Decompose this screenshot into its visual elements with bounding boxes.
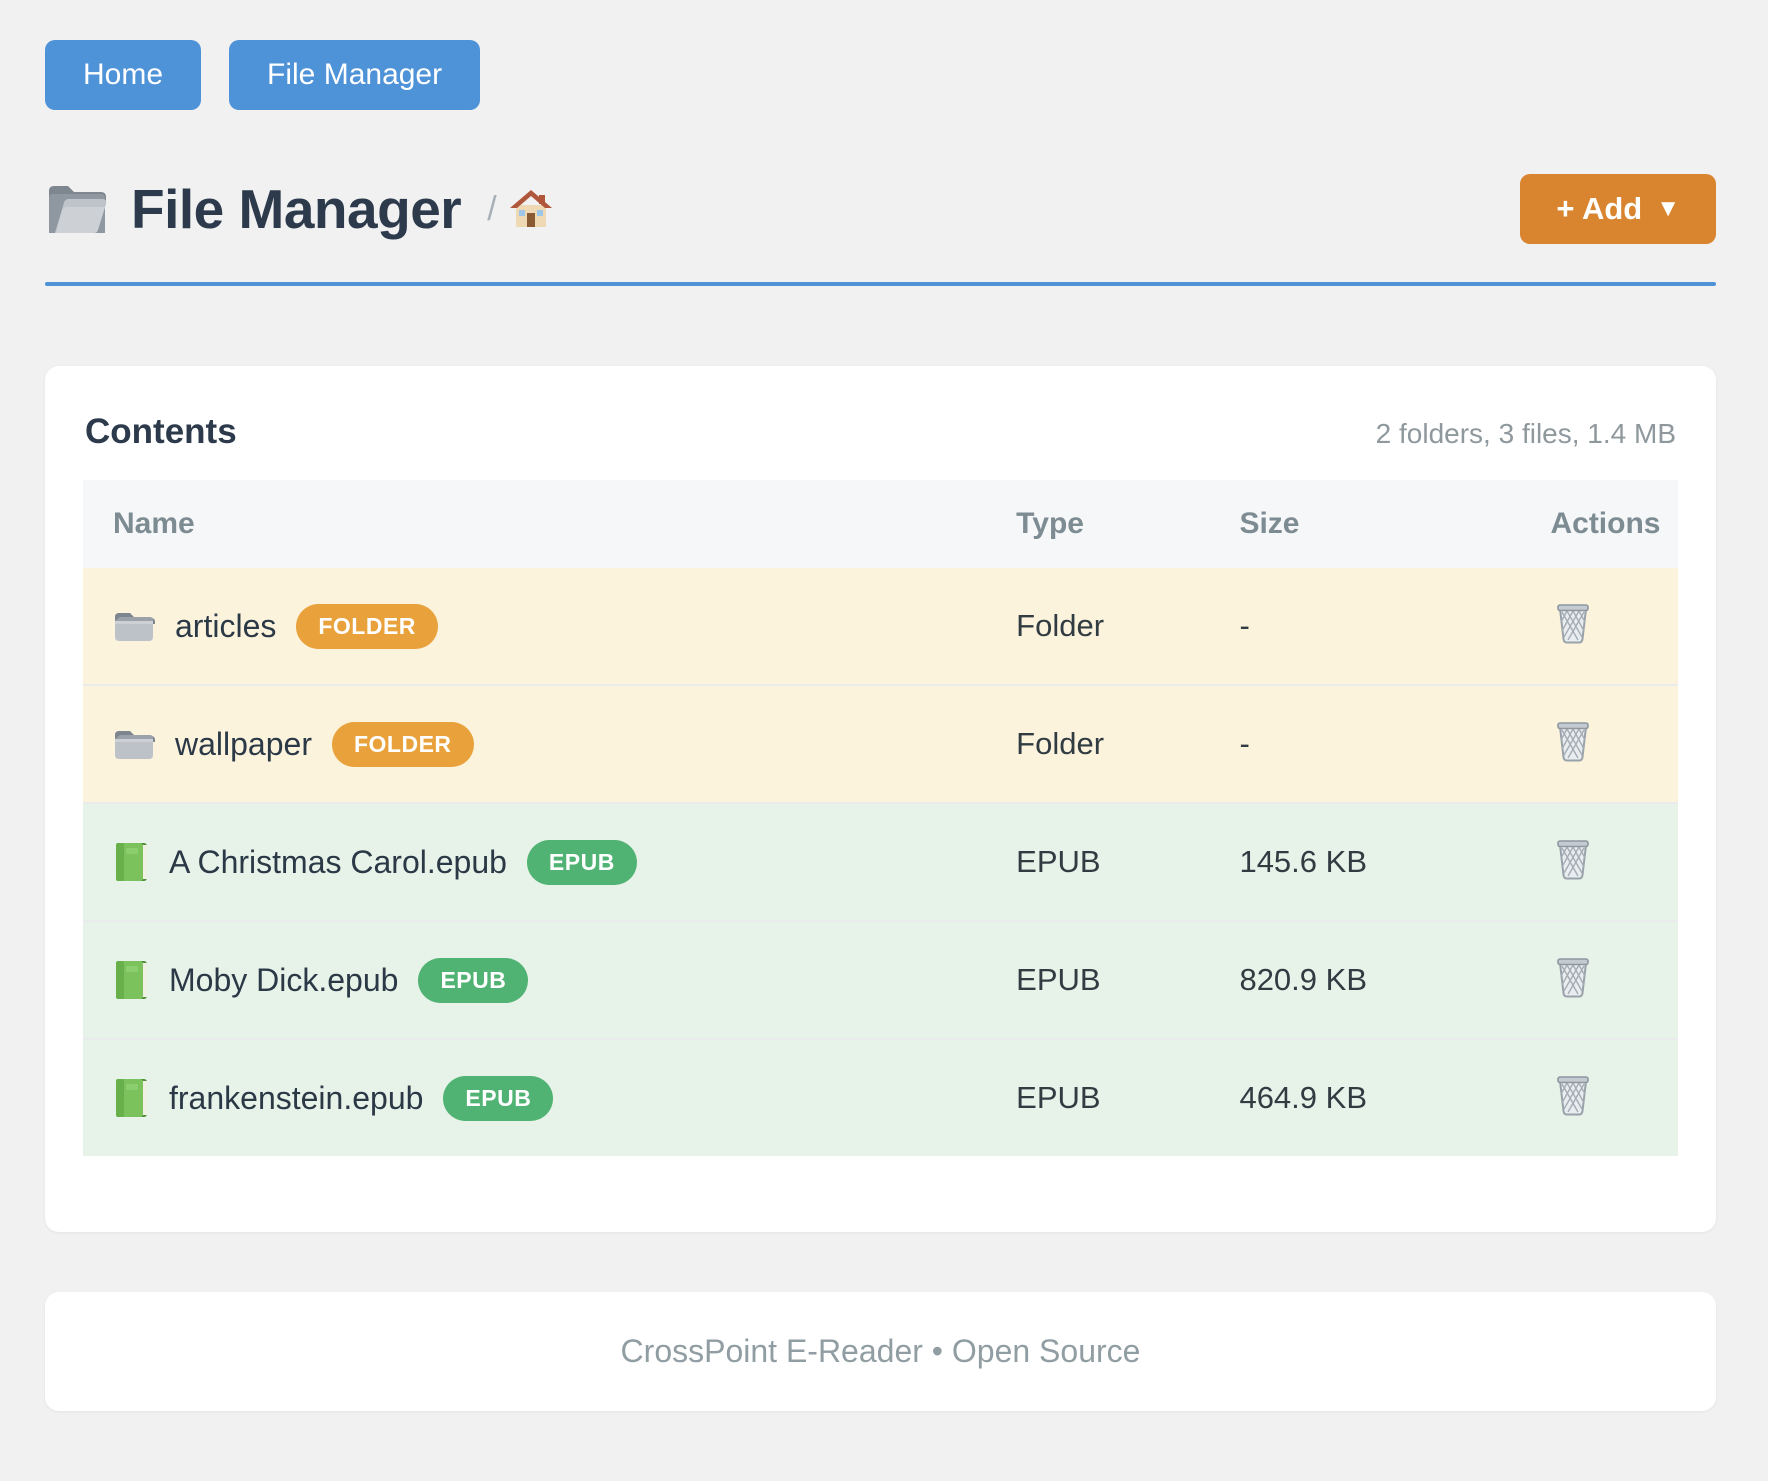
size-cell: 145.6 KB [1215,802,1527,921]
breadcrumb-separator: / [487,189,497,228]
type-badge: FOLDER [331,721,474,767]
column-header-type: Type [992,480,1216,568]
type-cell: EPUB [992,920,1216,1039]
delete-button[interactable] [1554,1072,1592,1119]
folder-icon [113,726,155,762]
contents-table: Name Type Size Actions [83,480,1678,1156]
type-cell: Folder [992,568,1216,685]
file-name-link[interactable]: Moby Dick.epub [169,961,399,998]
trash-icon [1554,600,1592,647]
chevron-down-icon: ▼ [1656,195,1680,222]
table-row: A Christmas Carol.epub EPUB EPUB 145.6 K… [83,802,1678,921]
page-header: File Manager / + Add ▼ [45,174,1716,244]
file-manager-button[interactable]: File Manager [229,40,481,110]
trash-icon [1554,1072,1592,1119]
contents-title: Contents [85,412,237,451]
column-header-actions: Actions [1526,480,1678,568]
size-cell: 464.9 KB [1215,1038,1527,1156]
type-badge: EPUB [526,839,637,885]
type-cell: EPUB [992,1038,1216,1156]
add-button-label: + Add [1556,191,1643,226]
home-button[interactable]: Home [45,40,202,110]
contents-table-body: articles FOLDER Folder - [83,568,1678,1156]
table-row: wallpaper FOLDER Folder - [83,684,1678,803]
table-header-row: Name Type Size Actions [83,480,1678,568]
trash-icon [1554,954,1592,1001]
delete-button[interactable] [1554,836,1592,883]
contents-card-header: Contents 2 folders, 3 files, 1.4 MB [83,412,1678,452]
type-badge: FOLDER [296,603,438,649]
green-book-icon [113,841,149,883]
top-nav: Home File Manager [45,40,1716,110]
file-name-link[interactable]: frankenstein.epub [169,1079,424,1116]
trash-icon [1554,836,1592,883]
contents-card: Contents 2 folders, 3 files, 1.4 MB Name… [45,366,1716,1232]
file-name-link[interactable]: A Christmas Carol.epub [169,843,507,880]
table-row: articles FOLDER Folder - [83,568,1678,685]
type-badge: EPUB [418,957,529,1003]
column-header-size: Size [1215,480,1527,568]
contents-summary: 2 folders, 3 files, 1.4 MB [1375,418,1676,449]
table-row: frankenstein.epub EPUB EPUB 464.9 KB [83,1038,1678,1156]
home-icon[interactable] [509,189,553,229]
size-cell: - [1215,568,1527,685]
page-title: File Manager [131,178,462,240]
table-row: Moby Dick.epub EPUB EPUB 820.9 KB [83,920,1678,1039]
folder-icon [113,608,155,644]
header-divider [45,282,1716,286]
delete-button[interactable] [1554,718,1592,765]
delete-button[interactable] [1554,600,1592,647]
size-cell: 820.9 KB [1215,920,1527,1039]
file-name-link[interactable]: articles [175,607,277,644]
breadcrumb: / [487,189,552,229]
column-header-name: Name [83,480,993,568]
type-cell: EPUB [992,802,1216,921]
add-button[interactable]: + Add ▼ [1520,174,1716,244]
type-cell: Folder [992,684,1216,803]
green-book-icon [113,1077,149,1119]
green-book-icon [113,959,149,1001]
file-name-link[interactable]: wallpaper [175,725,312,762]
size-cell: - [1215,684,1527,803]
footer: CrossPoint E-Reader • Open Source [45,1292,1716,1411]
folder-open-icon [45,182,109,237]
footer-text: CrossPoint E-Reader • Open Source [620,1333,1141,1369]
trash-icon [1554,718,1592,765]
type-badge: EPUB [443,1075,554,1121]
delete-button[interactable] [1554,954,1592,1001]
